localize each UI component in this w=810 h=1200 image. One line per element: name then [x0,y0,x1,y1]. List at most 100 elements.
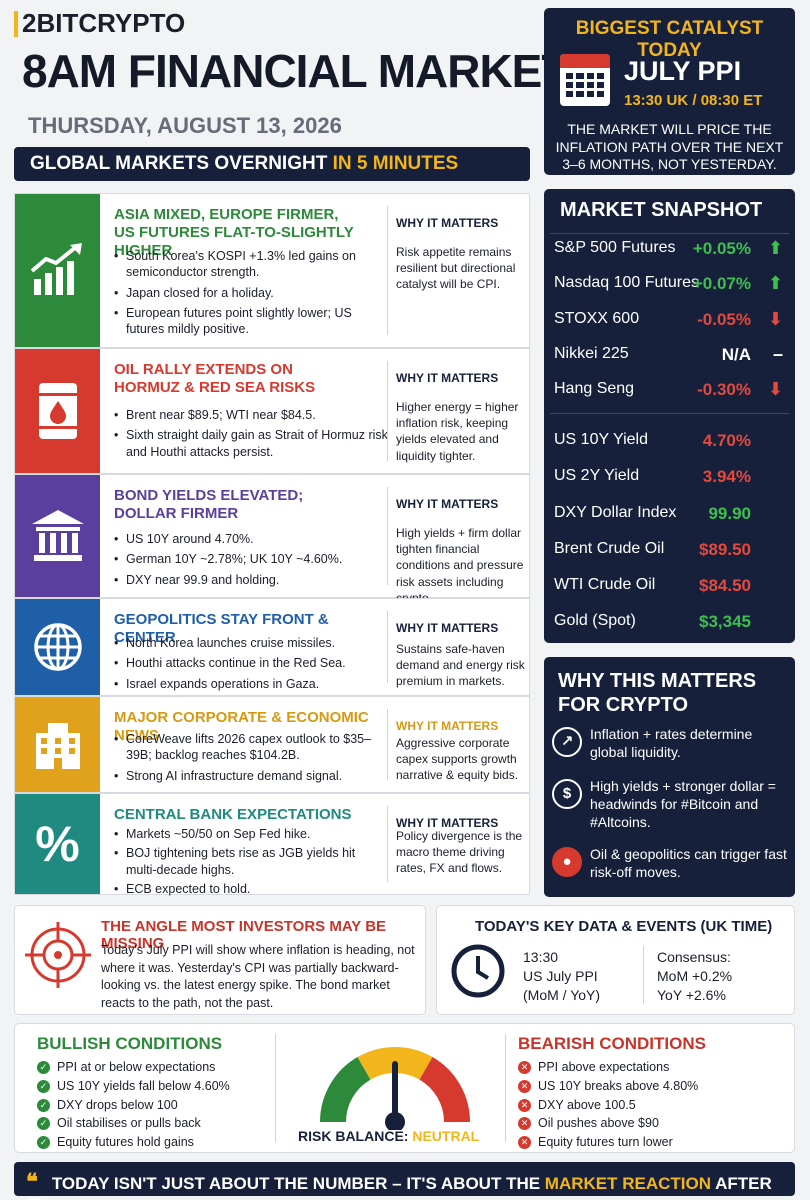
snapshot-row: Brent Crude Oil $89.50 [554,540,751,559]
section-oil: OIL RALLY EXTENDS ON HORMUZ & RED SEA RIS… [14,348,530,474]
list-item: ✕ Equity futures turn lower [518,1133,698,1152]
conditions-panel: BULLISH CONDITIONS ✓ PPI at or below expe… [14,1023,795,1153]
cross-icon: ✕ [518,1136,531,1149]
snapshot-row: STOXX 600 -0.05% ⬇ [554,309,783,329]
risk-gauge [320,1047,470,1130]
bullet: DXY near 99.9 and holding. [114,572,389,589]
cross-icon: ✕ [518,1117,531,1131]
chart-growth-icon [15,194,100,347]
crypto-title: WHY THIS MATTERS FOR CRYPTO [558,670,757,716]
list-item: ✕ PPI above expectations [518,1058,698,1077]
bullet: US 10Y around 4.70%. [114,531,389,548]
bullet: Brent near $89.5; WTI near $84.5. [114,407,389,424]
why-text: Sustains safe-haven demand and energy ri… [396,642,525,689]
bullet: North Korea launches cruise missiles. [114,635,389,652]
target-icon [25,922,91,988]
catalyst-panel: BIGGEST CATALYST TODAY JULY PPI 13:30 UK… [544,8,795,175]
snapshot-row: Hang Seng -0.30% ⬇ [554,379,783,399]
chart-growth-icon: ↗ [552,727,582,757]
cross-icon: ✕ [518,1061,531,1074]
building-icon [15,697,100,792]
catalyst-title: BIGGEST CATALYST TODAY [575,18,764,61]
angle-body: Today's July PPI will show where inflati… [101,943,415,1010]
list-item: ✕ Oil pushes above $90 [518,1114,698,1133]
section-bullets: CoreWeave lifts 2026 capex outlook to $3… [114,731,389,784]
section-bonds: BOND YIELDS ELEVATED;DOLLAR FIRMER US 10… [14,474,530,605]
bullet: ECB expected to hold. [114,881,389,898]
snapshot-row: Gold (Spot) $3,345 [554,612,751,631]
list-item: ✕ DXY above 100.5 [518,1096,698,1115]
dollar-icon: $ [552,779,582,809]
section-bullets: South Korea's KOSPI +1.3% led gains on s… [114,248,389,337]
bank-icon [15,475,100,597]
oil-barrel-icon [15,349,100,473]
brand-logo: 2BITCRYPTO [14,8,185,39]
check-icon: ✓ [37,1117,50,1131]
event-consensus: Consensus: MoM +0.2% YoY +2.6% [657,949,733,1003]
dash-icon: – [772,344,783,364]
snapshot-row: DXY Dollar Index 99.90 [554,504,751,523]
catalyst-description: THE MARKET WILL PRICE THE INFLATION PATH… [555,121,784,172]
section-asia: ASIA MIXED, EUROPE FIRMER, US FUTURES FLA… [14,193,530,348]
arrow-up-icon: ⬆ [767,273,783,293]
bullet: Houthi attacks continue in the Red Sea. [114,655,389,672]
check-icon: ✓ [37,1061,50,1074]
calendar-icon [560,54,610,106]
section-title: BOND YIELDS ELEVATED; DOLLAR FIRMER [114,487,304,522]
market-snapshot: MARKET SNAPSHOT S&P 500 Futures +0.05% ⬆ N… [544,189,795,643]
section-bullets: US 10Y around 4.70%. German 10Y ~2.78%; … [114,531,389,588]
check-icon: ✓ [37,1136,50,1149]
section-bullets: North Korea launches cruise missiles. Ho… [114,635,389,692]
snapshot-row: US 2Y Yield 3.94% [554,467,751,486]
why-text: Risk appetite remains resilient but dire… [396,245,516,292]
section-bullets: Brent near $89.5; WTI near $84.5. Sixth … [114,407,389,460]
why-label: WHY IT MATTERS [396,816,499,830]
overnight-highlight: IN 5 MINUTES [332,153,459,174]
list-item: ✓ US 10Y yields fall below 4.60% [37,1077,230,1096]
angle-panel: THE ANGLE MOST INVESTORS MAY BE MISSING … [14,905,426,1015]
snapshot-row: US 10Y Yield 4.70% [554,431,751,450]
market-sections: ASIA MIXED, EUROPE FIRMER, US FUTURES FLA… [14,193,530,898]
snapshot-row: Nikkei 225 N/A – [554,344,783,364]
cross-icon: ✕ [518,1098,531,1112]
crypto-panel: WHY THIS MATTERS FOR CRYPTO ↗ Inflation + … [544,657,795,897]
bullet: BOJ tightening bets rise as JGB yields h… [114,845,389,878]
why-text: High yields + firm dollar tighten financ… [396,526,524,605]
section-central-banks: % CENTRAL BANK EXPECTATIONS Markets ~50/… [14,793,530,898]
footer-banner: ❝ TODAY ISN'T JUST ABOUT THE NUMBER – IT'… [14,1162,795,1200]
events-panel: TODAY'S KEY DATA & EVENTS (UK TIME) 13:3… [436,905,795,1015]
bullet: Japan closed for a holiday. [114,285,389,302]
bullish-list: ✓ PPI at or below expectations ✓ US 10Y yi… [37,1058,230,1152]
list-item: ✓ DXY drops below 100 [37,1096,230,1115]
arrow-down-icon: ⬇ [767,379,783,399]
bearish-title: BEARISH CONDITIONS [518,1034,706,1053]
bullet: German 10Y ~2.78%; UK 10Y ~4.60%. [114,551,389,568]
percent-icon: % [15,794,100,894]
bullet: CoreWeave lifts 2026 capex outlook to $3… [114,731,389,764]
bullet: Markets ~50/50 on Sep Fed hike. [114,826,389,843]
event-details: 13:30 US July PPI (MoM / YoY) [523,949,601,1003]
check-icon: ✓ [37,1098,50,1112]
events-title: TODAY'S KEY DATA & EVENTS (UK TIME) [475,918,773,935]
why-text: Policy divergence is the macro theme dri… [396,829,523,876]
page-date: THURSDAY, AUGUST 13, 2026 [28,113,342,138]
clock-icon [451,944,505,998]
bullet: Strong AI infrastructure demand signal. [114,768,389,785]
arrow-up-icon: ⬆ [767,238,783,258]
catalyst-event: JULY PPI [624,56,742,86]
list-item: ✕ US 10Y breaks above 4.80% [518,1077,698,1096]
bullet: Sixth straight daily gain as Strait of H… [114,427,389,460]
overnight-banner: GLOBAL MARKETS OVERNIGHT IN 5 MINUTES [14,147,530,181]
why-label: WHY IT MATTERS [396,621,499,635]
section-geopolitics: GEOPOLITICS STAY FRONT & CENTER North Ko… [14,598,530,696]
angle-title: THE ANGLE MOST INVESTORS MAY BE MISSING [101,918,387,952]
why-text: Higher energy = higher inflation risk, k… [396,400,519,463]
bullet: Israel expands operations in Gaza. [114,676,389,693]
list-item: ✓ Equity futures hold gains [37,1133,230,1152]
why-label: WHY IT MATTERS [396,497,499,511]
bullet: European futures point slightly lower; U… [114,305,389,338]
check-icon: ✓ [37,1079,50,1093]
overnight-label: GLOBAL MARKETS OVERNIGHT [30,153,333,174]
why-label: WHY IT MATTERS [396,216,499,230]
cross-icon: ✕ [518,1079,531,1093]
